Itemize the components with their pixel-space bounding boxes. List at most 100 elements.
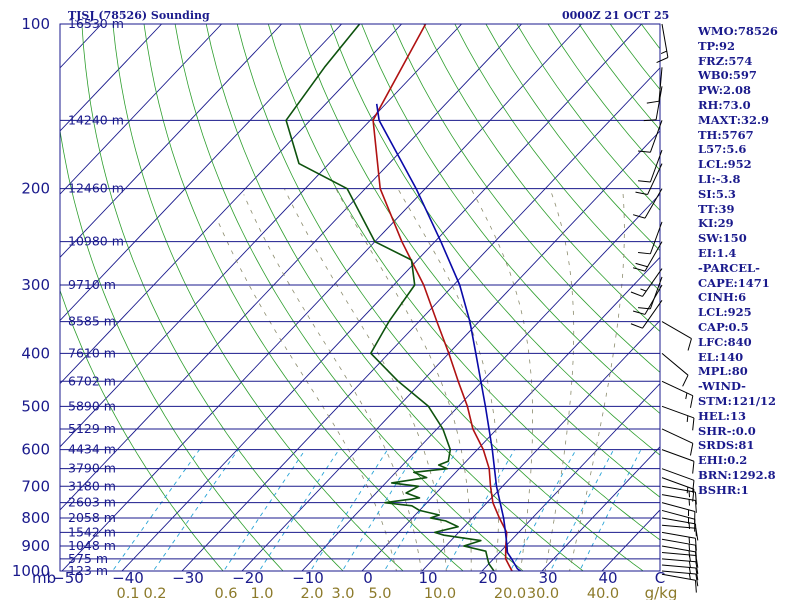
wind-barb xyxy=(661,321,692,351)
wind-barb-feather xyxy=(682,374,689,387)
wind-barb-shaft xyxy=(642,268,663,297)
wind-barb-feather xyxy=(635,262,648,268)
dry-adiabat xyxy=(330,24,660,456)
temperature-label: −40 xyxy=(112,569,144,587)
wind-barb-shaft xyxy=(661,23,669,58)
wind-barb-shaft xyxy=(647,163,663,195)
height-label: 12460 m xyxy=(68,181,124,196)
wind-barb-feather xyxy=(688,567,691,574)
pressure-label: 800 xyxy=(21,509,50,527)
mixing-ratio-line xyxy=(341,449,418,571)
wind-barb-feather xyxy=(685,392,688,400)
mixing-ratio-label: 0.2 xyxy=(143,586,166,600)
height-label: 16530 m xyxy=(68,16,124,31)
height-label: 14240 m xyxy=(68,112,124,127)
wind-barb-feather xyxy=(695,573,699,587)
dry-adiabat xyxy=(143,24,464,571)
wind-barb-shaft xyxy=(661,538,696,546)
wind-barb-shaft xyxy=(661,321,692,340)
wind-barb-shaft xyxy=(661,524,696,529)
wind-barb xyxy=(661,502,696,524)
index-item: CINH:6 xyxy=(698,290,747,305)
wind-barb xyxy=(638,276,663,310)
index-item: L57:5.6 xyxy=(698,142,747,157)
mixing-ratio-line xyxy=(309,449,388,571)
mixing-ratio-label: 1.0 xyxy=(250,586,273,600)
pressure-label: 500 xyxy=(21,397,50,415)
wind-barb-shaft xyxy=(661,564,696,569)
height-label: 1048 m xyxy=(68,538,116,553)
parcel-profile xyxy=(375,103,522,571)
wind-barb xyxy=(632,188,663,219)
height-label: 5890 m xyxy=(68,398,116,413)
wind-barb xyxy=(661,517,697,537)
index-item: EHI:0.2 xyxy=(698,453,748,468)
index-item: SHR-:0.0 xyxy=(698,423,756,438)
wind-barbs xyxy=(630,23,699,593)
wind-barb xyxy=(661,494,697,513)
pressure-label: 200 xyxy=(21,180,50,198)
temperature-label: 10 xyxy=(418,569,437,587)
isotherm-line xyxy=(181,67,660,571)
index-item: PW:2.08 xyxy=(698,83,752,98)
wind-barb-feather xyxy=(635,191,648,195)
wind-barb-shaft xyxy=(649,221,663,254)
index-item: LCL:952 xyxy=(698,157,752,172)
mixing-ratio-line xyxy=(111,449,200,571)
isotherm-line xyxy=(60,24,162,132)
wind-barb xyxy=(630,300,663,329)
dry-adiabat xyxy=(174,24,524,571)
wind-barb xyxy=(661,564,699,581)
wind-barb-shaft xyxy=(642,300,663,329)
dry-adiabat xyxy=(112,24,404,571)
index-item: TT:39 xyxy=(698,201,735,216)
pressure-unit-label: mb xyxy=(32,569,56,587)
moist-adiabat xyxy=(217,221,397,571)
mixing-ratio-label: 10.0 xyxy=(424,586,456,600)
dry-adiabat xyxy=(236,24,644,571)
moist-adiabat xyxy=(243,194,422,571)
mixing-ratio-line xyxy=(549,449,614,571)
wind-barb xyxy=(630,268,663,297)
index-item: BRN:1292.8 xyxy=(698,467,776,482)
isotherm-line xyxy=(421,319,660,571)
wind-barb-feather xyxy=(632,310,646,315)
dry-adiabat xyxy=(485,24,660,252)
mixing-ratio-label: 3.0 xyxy=(331,586,354,600)
wind-barb xyxy=(643,86,663,122)
pressure-label: 400 xyxy=(21,344,50,362)
index-item: BSHR:1 xyxy=(698,482,749,497)
wind-barb xyxy=(638,221,663,255)
wind-barb-feather xyxy=(640,288,647,292)
isotherm-line xyxy=(60,24,402,385)
wind-barb-feather xyxy=(686,415,689,422)
wind-barb-feather xyxy=(638,180,651,183)
wind-barb-feather xyxy=(638,252,651,255)
index-item: EL:140 xyxy=(698,349,744,364)
wind-barb-feather xyxy=(638,307,651,310)
mixing-ratio-label: 0.6 xyxy=(214,586,237,600)
height-label: 10980 m xyxy=(68,234,124,249)
dewpoint-profile xyxy=(285,24,496,571)
mixing-ratio-line xyxy=(383,449,458,571)
index-item: -PARCEL- xyxy=(698,260,760,275)
dry-adiabat xyxy=(392,24,660,373)
wind-barb-feather xyxy=(686,486,689,494)
height-label: 6702 m xyxy=(68,373,116,388)
plot-area xyxy=(60,24,660,571)
index-item: SRDS:81 xyxy=(698,438,755,453)
dry-adiabat xyxy=(361,24,660,415)
index-item: STM:121/12 xyxy=(698,393,777,408)
isotherm-line xyxy=(241,130,660,571)
wind-barb xyxy=(661,405,695,431)
isotherm-line xyxy=(60,24,462,448)
isotherm-line xyxy=(301,193,660,571)
wind-barb-feather xyxy=(692,480,695,493)
height-label: 7610 m xyxy=(68,345,116,360)
dry-adiabat xyxy=(60,127,284,571)
wind-barb-shaft xyxy=(644,188,663,219)
pressure-label: 100 xyxy=(21,15,50,33)
wind-barb-feather xyxy=(695,567,699,581)
wind-barb xyxy=(661,428,694,456)
